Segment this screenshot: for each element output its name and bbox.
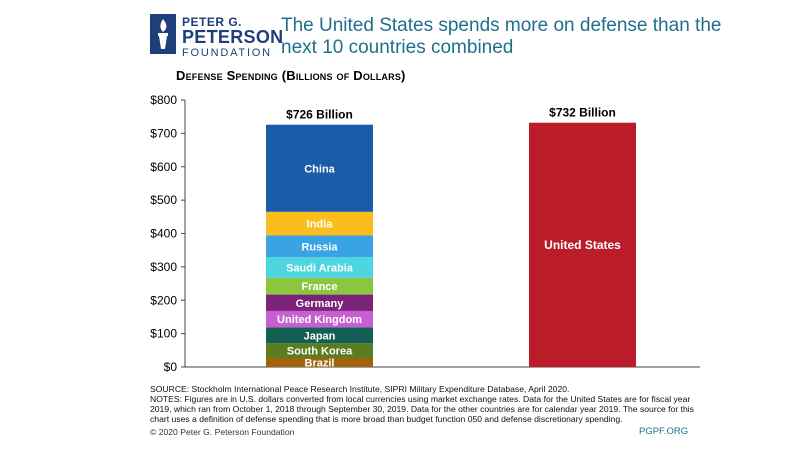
bar-segment-saudi-arabia [266,257,373,278]
segment-label: China [304,163,335,175]
segment-label: South Korea [287,346,353,358]
segment-label: Germany [296,298,345,310]
chart-title: Defense Spending (Billions of Dollars) [176,68,406,83]
segment-label: France [301,281,337,293]
logo-text-line3: FOUNDATION [182,47,272,59]
segment-label: Japan [304,330,336,342]
y-tick-label: $700 [150,126,177,140]
us-total-label: $732 Billion [549,106,616,120]
y-tick-label: $300 [150,260,177,274]
segment-label: Brazil [305,357,335,369]
pgpf-logo: PETER G. PETERSON FOUNDATION [150,14,283,59]
y-tick-label: $600 [150,160,177,174]
bar-segment-india [266,211,373,236]
bar-segment-germany [266,294,373,311]
bar-segment-russia [266,235,373,258]
segment-label: Saudi Arabia [286,263,354,275]
y-tick-label: $800 [150,93,177,107]
torch-logo-icon [150,14,176,54]
bar-segment-china [266,124,373,212]
notes-text: NOTES: Figures are in U.S. dollars conve… [150,394,694,424]
bar-segment-south-korea [266,343,373,358]
segment-label: United Kingdom [277,314,362,326]
bar-united-states [529,122,636,367]
y-tick-label: $200 [150,293,177,307]
source-note: SOURCE: Stockholm International Peace Re… [150,384,570,394]
page-headline: The United States spends more on defense… [281,15,722,58]
logo-text-line1: PETER G. [182,15,243,29]
bar-segment-united-kingdom [266,310,373,328]
y-tick-label: $400 [150,227,177,241]
bar-segment-france [266,277,373,295]
bar-label-united-states: United States [544,238,621,252]
segment-label: India [307,219,334,231]
y-tick-label: $0 [164,360,178,374]
bar-segment-brazil [266,357,373,367]
copyright-text: © 2020 Peter G. Peterson Foundation [150,427,295,437]
bar-segment-japan [266,327,373,344]
logo-text-line2: PETERSON [182,27,284,47]
chart-footer: SOURCE: Stockholm International Peace Re… [150,384,710,424]
segment-label: Russia [301,241,338,253]
y-tick-label: $500 [150,193,177,207]
website-link[interactable]: PGPF.ORG [639,426,689,437]
y-tick-label: $100 [150,327,177,341]
stacked-total-label: $726 Billion [286,108,353,122]
